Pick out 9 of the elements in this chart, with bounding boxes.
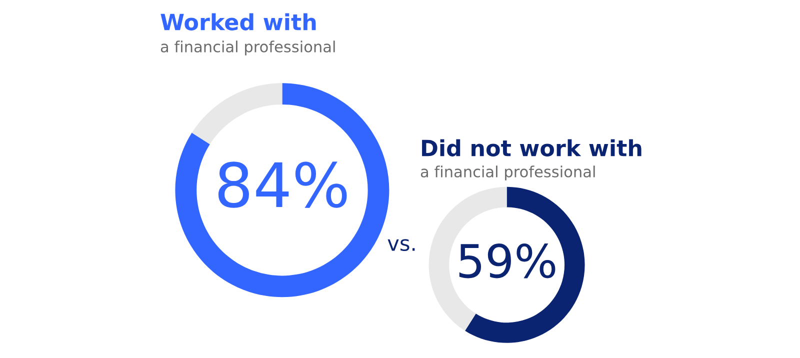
text: vs.	[388, 239, 415, 252]
data-label: 59%	[459, 244, 556, 278]
chart-subtitle: a financial professional	[160, 40, 335, 56]
data-label: 84%	[218, 162, 347, 208]
donut-slice	[175, 83, 390, 298]
chart-title: Worked with	[160, 13, 316, 30]
chart-title: Did not work with	[422, 139, 642, 156]
donut-slice	[192, 83, 282, 144]
chart-subtitle: a financial professional	[420, 166, 595, 180]
